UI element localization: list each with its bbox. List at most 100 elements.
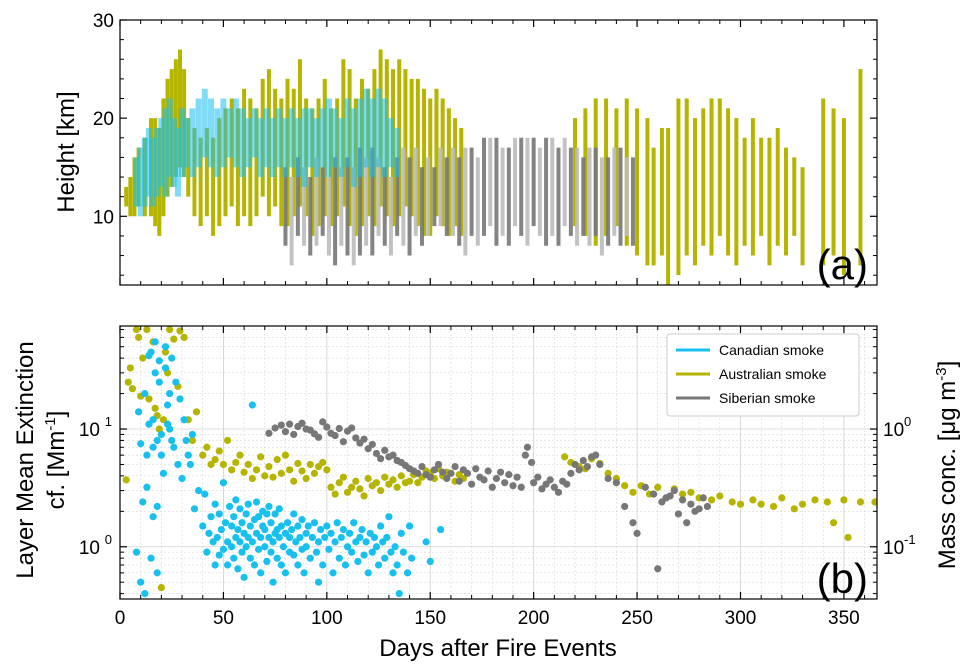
extinction-point-siberian bbox=[418, 462, 426, 471]
extinction-point-canadian bbox=[137, 578, 145, 586]
x-tick-label: 150 bbox=[414, 608, 446, 629]
extinction-point-australian bbox=[281, 451, 290, 459]
extinction-point-siberian bbox=[271, 424, 279, 432]
extinction-point-canadian bbox=[308, 533, 316, 542]
extinction-point-siberian bbox=[439, 468, 447, 476]
extinction-point-canadian bbox=[178, 474, 186, 483]
extinction-point-canadian bbox=[174, 460, 182, 469]
extinction-point-canadian bbox=[151, 369, 159, 377]
extinction-point-siberian bbox=[286, 420, 294, 428]
extinction-point-australian bbox=[269, 473, 277, 481]
extinction-point-canadian bbox=[203, 548, 211, 556]
extinction-point-australian bbox=[151, 404, 159, 412]
extinction-point-canadian bbox=[211, 500, 219, 508]
extinction-point-australian bbox=[203, 443, 211, 451]
extinction-point-siberian bbox=[674, 510, 683, 518]
extinction-point-canadian bbox=[157, 430, 165, 439]
extinction-point-siberian bbox=[331, 431, 339, 440]
extinction-point-canadian bbox=[135, 408, 143, 416]
extinction-point-canadian bbox=[277, 522, 285, 530]
extinction-point-australian bbox=[749, 496, 757, 504]
extinction-point-canadian bbox=[283, 519, 292, 527]
extinction-point-australian bbox=[778, 494, 786, 502]
extinction-point-canadian bbox=[312, 548, 321, 556]
extinction-point-australian bbox=[844, 533, 852, 542]
extinction-point-siberian bbox=[699, 494, 707, 502]
legend-box bbox=[666, 333, 860, 417]
extinction-point-canadian bbox=[228, 522, 236, 530]
extinction-point-siberian bbox=[492, 474, 501, 483]
extinction-point-siberian bbox=[550, 483, 558, 491]
extinction-point-siberian bbox=[621, 502, 629, 511]
extinction-point-siberian bbox=[290, 430, 298, 439]
extinction-point-australian bbox=[823, 498, 831, 506]
extinction-point-australian bbox=[769, 502, 778, 511]
extinction-point-canadian bbox=[190, 505, 199, 513]
extinction-point-canadian bbox=[269, 578, 277, 586]
extinction-point-siberian bbox=[678, 496, 687, 504]
panel-b-ylabel-main: cf. [Mm bbox=[43, 431, 70, 510]
extinction-point-canadian bbox=[296, 533, 304, 542]
x-tick-label: 200 bbox=[518, 608, 550, 629]
extinction-point-canadian bbox=[250, 561, 259, 569]
extinction-point-siberian bbox=[575, 466, 583, 474]
extinction-point-australian bbox=[352, 477, 360, 485]
extinction-point-australian bbox=[302, 474, 310, 483]
extinction-point-australian bbox=[192, 408, 201, 416]
panel-b-y2label-sup: -3 bbox=[933, 367, 950, 380]
extinction-point-canadian bbox=[176, 395, 184, 403]
extinction-point-australian bbox=[319, 458, 327, 467]
panel-b-ylabel-sup: -1 bbox=[42, 417, 59, 430]
extinction-point-australian bbox=[132, 326, 141, 334]
extinction-point-canadian bbox=[397, 529, 405, 537]
extinction-point-australian bbox=[757, 500, 765, 508]
panel-b-frame bbox=[119, 325, 878, 600]
extinction-point-siberian bbox=[517, 483, 525, 491]
extinction-point-australian bbox=[126, 364, 134, 372]
extinction-point-canadian bbox=[358, 525, 366, 534]
extinction-point-canadian bbox=[422, 538, 430, 546]
extinction-point-canadian bbox=[234, 525, 242, 534]
panel-b-y2tick-label: 10 bbox=[883, 420, 904, 441]
extinction-point-siberian bbox=[451, 462, 459, 471]
extinction-point-canadian bbox=[139, 498, 147, 506]
extinction-point-australian bbox=[170, 335, 178, 343]
extinction-point-canadian bbox=[242, 543, 250, 551]
extinction-point-siberian bbox=[277, 421, 285, 429]
extinction-point-canadian bbox=[153, 502, 161, 511]
legend-label-australian: Australian smoke bbox=[719, 366, 827, 382]
extinction-point-siberian bbox=[414, 469, 422, 477]
extinction-point-australian bbox=[277, 469, 285, 477]
extinction-point-australian bbox=[166, 326, 174, 334]
extinction-point-australian bbox=[232, 458, 240, 467]
extinction-point-australian bbox=[561, 453, 569, 461]
extinction-point-australian bbox=[331, 490, 339, 498]
extinction-point-canadian bbox=[159, 469, 168, 477]
extinction-point-australian bbox=[343, 488, 352, 496]
extinction-point-siberian bbox=[534, 473, 542, 481]
extinction-point-canadian bbox=[151, 338, 159, 346]
extinction-point-siberian bbox=[480, 476, 488, 484]
extinction-point-canadian bbox=[199, 522, 207, 530]
extinction-point-siberian bbox=[583, 462, 592, 471]
extinction-point-canadian bbox=[389, 569, 397, 577]
extinction-point-canadian bbox=[155, 357, 163, 365]
panel-b-label: (b) bbox=[817, 555, 868, 602]
extinction-point-siberian bbox=[505, 471, 513, 479]
panel-b-ytick-exponent: 1 bbox=[105, 414, 112, 429]
extinction-point-australian bbox=[381, 473, 389, 481]
extinction-point-canadian bbox=[141, 590, 149, 598]
panel-a-ytick-label: 30 bbox=[93, 11, 114, 32]
extinction-point-australian bbox=[180, 333, 188, 342]
extinction-point-canadian bbox=[149, 443, 157, 451]
extinction-point-australian bbox=[223, 436, 232, 445]
extinction-point-canadian bbox=[281, 569, 290, 577]
extinction-point-siberian bbox=[629, 519, 637, 527]
extinction-point-australian bbox=[364, 474, 372, 483]
extinction-point-siberian bbox=[488, 483, 496, 491]
extinction-point-canadian bbox=[186, 460, 194, 469]
extinction-point-australian bbox=[122, 476, 130, 484]
extinction-point-canadian bbox=[391, 543, 399, 551]
extinction-point-canadian bbox=[244, 500, 252, 508]
extinction-point-canadian bbox=[387, 548, 395, 556]
